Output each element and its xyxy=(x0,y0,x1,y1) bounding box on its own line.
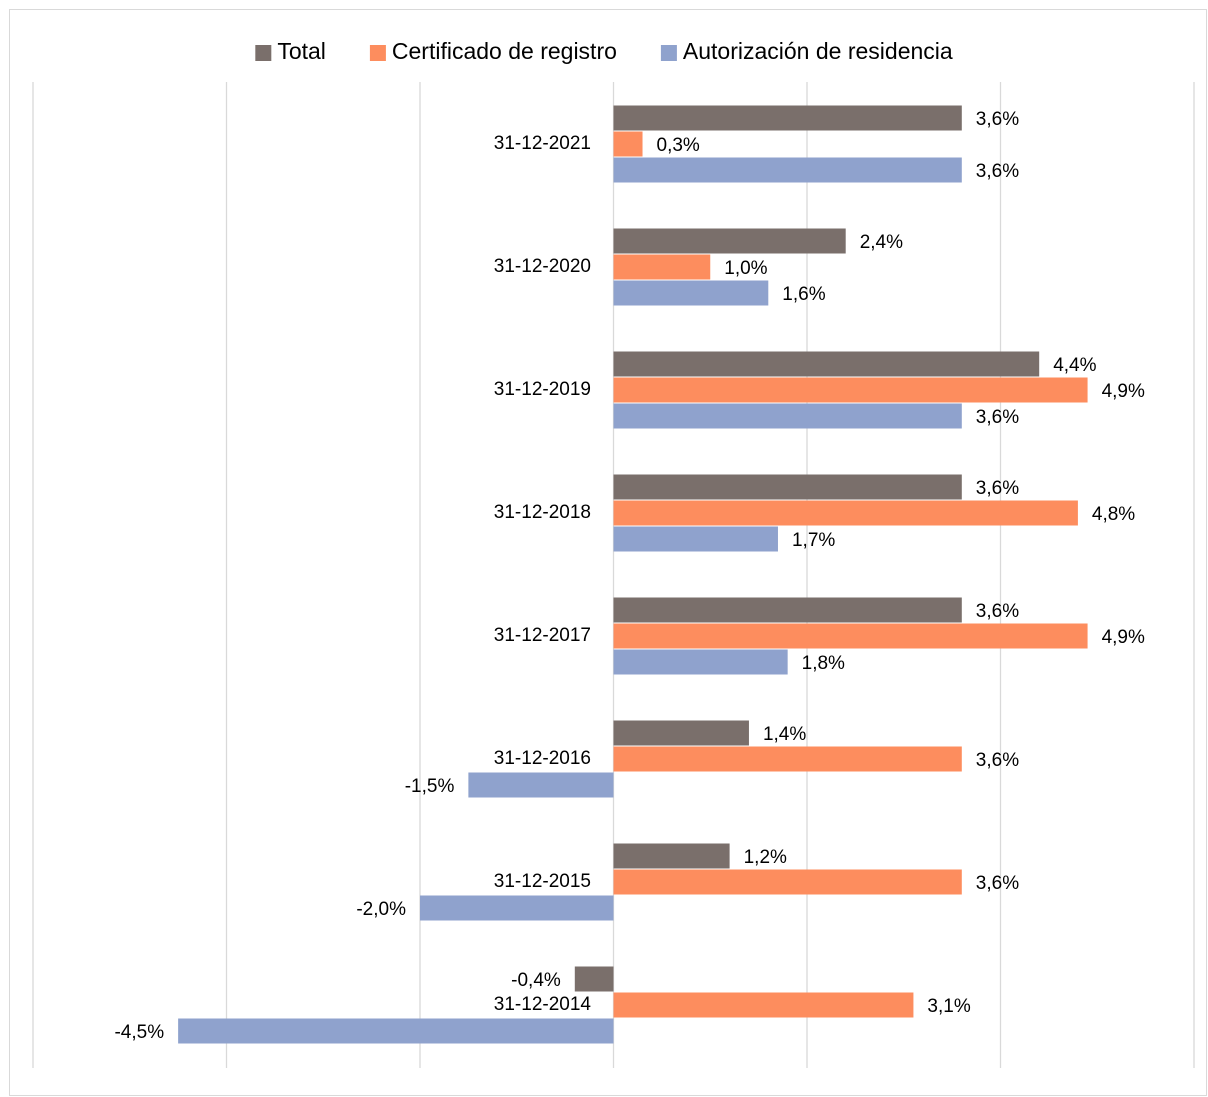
bar xyxy=(613,474,962,500)
data-label: 1,8% xyxy=(802,653,845,674)
category-label: 31-12-2020 xyxy=(494,256,591,277)
legend-label: Total xyxy=(277,38,326,64)
data-label: 3,6% xyxy=(976,109,1019,130)
legend-swatch xyxy=(660,45,677,61)
bar xyxy=(613,254,711,280)
data-label: 3,6% xyxy=(976,161,1019,182)
data-label: 3,6% xyxy=(976,478,1019,499)
category-label: 31-12-2014 xyxy=(494,994,592,1015)
data-label: -2,0% xyxy=(356,899,406,920)
bar xyxy=(613,649,788,675)
data-label: 0,3% xyxy=(657,135,700,156)
bar xyxy=(613,746,962,772)
chart-frame xyxy=(9,9,1207,1096)
data-label: 1,2% xyxy=(744,847,787,868)
data-label: 3,1% xyxy=(927,996,970,1017)
legend: Total Certificado de registro Autorización… xyxy=(255,38,953,64)
bar xyxy=(613,403,962,429)
bar xyxy=(178,1018,614,1044)
data-label: 4,9% xyxy=(1102,627,1145,648)
bar xyxy=(613,526,778,552)
category-label: 31-12-2021 xyxy=(494,133,591,154)
legend-label: Autorización de residencia xyxy=(683,38,953,64)
legend-swatch xyxy=(369,45,386,61)
bar xyxy=(613,157,962,183)
data-label: -4,5% xyxy=(114,1022,164,1043)
data-label: 1,0% xyxy=(724,258,767,279)
category-label: 31-12-2018 xyxy=(494,502,591,523)
bar xyxy=(613,377,1088,403)
category-label: 31-12-2016 xyxy=(494,748,591,769)
data-label: 3,6% xyxy=(976,750,1019,771)
bar xyxy=(613,992,914,1018)
bar xyxy=(420,895,614,921)
bar xyxy=(468,772,614,798)
bar xyxy=(613,105,962,131)
bar xyxy=(613,228,846,254)
bar xyxy=(574,966,614,992)
data-label: 3,6% xyxy=(976,407,1019,428)
bar xyxy=(613,500,1078,526)
bar xyxy=(613,720,749,746)
data-label: 2,4% xyxy=(860,232,903,253)
data-label: -0,4% xyxy=(511,970,561,991)
bar xyxy=(613,351,1040,377)
bar xyxy=(613,131,643,157)
category-label: 31-12-2019 xyxy=(494,379,591,400)
bar xyxy=(613,280,769,306)
category-label: 31-12-2017 xyxy=(494,625,591,646)
data-label: 4,8% xyxy=(1092,504,1135,525)
data-label: 3,6% xyxy=(976,873,1019,894)
bar xyxy=(613,597,962,623)
bar xyxy=(613,869,962,895)
data-label: 1,4% xyxy=(763,724,806,745)
data-label: 1,7% xyxy=(792,530,835,551)
bar xyxy=(613,623,1088,649)
bar xyxy=(613,843,730,869)
legend-label: Certificado de registro xyxy=(392,38,617,64)
data-label: 4,4% xyxy=(1053,355,1096,376)
data-label: -1,5% xyxy=(405,776,455,797)
data-label: 1,6% xyxy=(782,284,825,305)
data-label: 4,9% xyxy=(1102,381,1145,402)
data-label: 3,6% xyxy=(976,601,1019,622)
legend-swatch xyxy=(255,45,272,61)
category-label: 31-12-2015 xyxy=(494,871,591,892)
